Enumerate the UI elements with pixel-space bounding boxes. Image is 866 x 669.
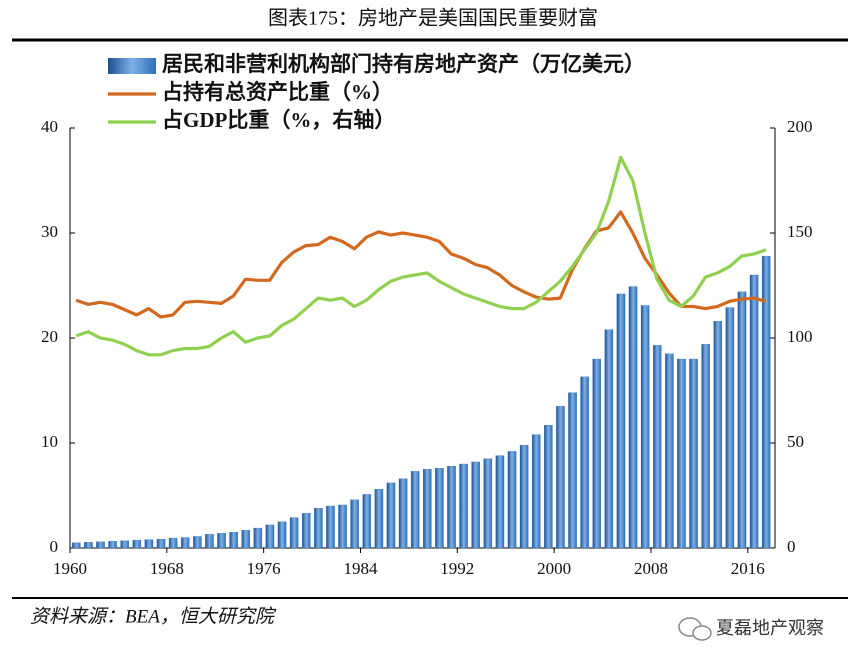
bar [241, 530, 251, 549]
bar [459, 463, 468, 549]
bar [410, 471, 420, 549]
bar [435, 468, 444, 549]
bar [604, 329, 614, 549]
legend-label: 居民和非营利机构部门持有房地产资产（万亿美元） [162, 52, 645, 76]
bar [531, 434, 541, 549]
bar [640, 305, 650, 549]
watermark-icon [678, 617, 712, 641]
bar [168, 537, 178, 549]
bar [96, 541, 105, 549]
chart-title: 图表175：房地产是美国国民重要财富 [268, 7, 598, 30]
bar [677, 358, 686, 549]
legend-swatch [108, 58, 156, 74]
bar [120, 540, 129, 549]
source-note: 资料来源：BEA，恒大研究院 [30, 605, 277, 627]
bar [761, 255, 771, 549]
bar [132, 539, 142, 549]
bar [713, 321, 723, 549]
bar [289, 517, 299, 549]
bar [652, 345, 662, 549]
bar [265, 524, 275, 549]
x-tick-label: 1968 [150, 559, 184, 578]
legend-label: 占GDP比重（%，右轴） [162, 108, 395, 132]
bar [205, 534, 214, 549]
bar [386, 482, 396, 549]
x-tick-label: 1984 [343, 559, 378, 578]
bar [180, 537, 190, 549]
x-tick-label: 1976 [247, 559, 281, 578]
bar [628, 286, 638, 549]
bar [519, 444, 529, 549]
bar [580, 376, 589, 549]
bar [556, 406, 565, 549]
bar [72, 542, 81, 549]
bar [314, 507, 323, 549]
bar [338, 504, 347, 549]
bar [193, 536, 202, 549]
bar [544, 424, 553, 549]
y2-tick-label: 200 [787, 117, 813, 136]
y-tick-label: 0 [50, 537, 59, 556]
bar [217, 533, 226, 549]
bar [592, 358, 602, 549]
x-tick-label: 1992 [440, 559, 474, 578]
bar [568, 392, 577, 549]
line-series [75, 210, 767, 319]
bar [737, 291, 747, 549]
bar [616, 293, 626, 549]
x-tick-label: 1960 [53, 559, 87, 578]
x-tick-label: 2008 [634, 559, 668, 578]
bar [665, 353, 674, 549]
y-tick-label: 30 [41, 222, 58, 241]
bar [483, 458, 493, 549]
y-tick-label: 20 [41, 327, 58, 346]
bar [749, 274, 759, 549]
bar [362, 494, 372, 549]
bar [350, 499, 359, 549]
bar [84, 542, 93, 549]
bar [144, 539, 154, 549]
bar [701, 344, 710, 549]
bar [277, 521, 287, 549]
bar [725, 307, 735, 549]
y2-tick-label: 0 [787, 537, 796, 556]
line-series [75, 155, 767, 357]
bar [471, 461, 480, 549]
watermark: 夏磊地产观察 [716, 618, 824, 639]
legend-label: 占持有总资产比重（%） [162, 80, 393, 104]
bar [423, 469, 432, 549]
bar [326, 505, 335, 549]
bar [374, 489, 384, 549]
bar [507, 451, 517, 549]
bar [447, 465, 456, 549]
y2-tick-label: 100 [787, 327, 813, 346]
y2-tick-label: 50 [787, 432, 804, 451]
bar [156, 538, 166, 549]
bar [108, 541, 117, 549]
bar [495, 455, 505, 549]
y2-tick-label: 150 [787, 222, 813, 241]
y-tick-label: 10 [41, 432, 58, 451]
y-tick-label: 40 [41, 117, 58, 136]
bar [253, 527, 263, 549]
x-tick-label: 2000 [537, 559, 571, 578]
bar [398, 478, 408, 549]
bar [229, 532, 238, 549]
x-tick-label: 2016 [731, 559, 765, 578]
bar [301, 513, 311, 549]
bar [689, 358, 698, 549]
